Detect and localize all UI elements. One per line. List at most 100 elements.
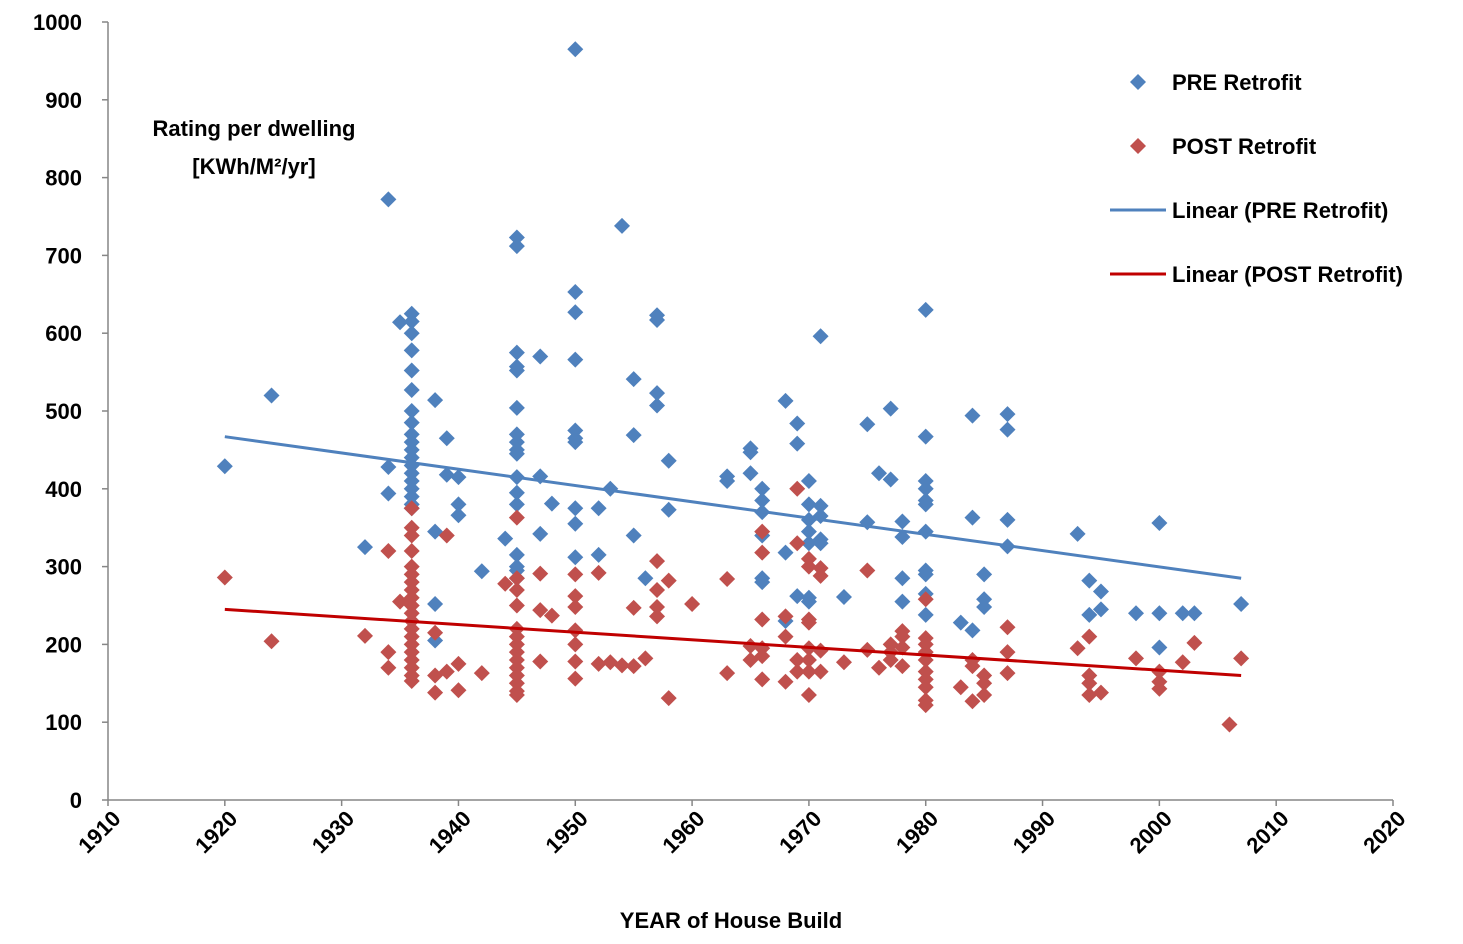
point [1081, 628, 1098, 645]
point [894, 570, 911, 587]
point [1081, 675, 1098, 692]
x-tick-label: 1940 [424, 806, 476, 858]
point [742, 465, 759, 482]
point [403, 414, 420, 431]
point [660, 572, 677, 589]
point [649, 385, 666, 402]
point [602, 654, 619, 671]
point [754, 574, 771, 591]
point [754, 523, 771, 540]
point [614, 217, 630, 234]
point [508, 570, 525, 587]
point [380, 191, 397, 208]
point [649, 599, 666, 616]
point [1221, 716, 1238, 733]
point [567, 588, 584, 605]
point [742, 444, 759, 461]
point [1151, 639, 1168, 656]
x-tick-label: 2020 [1358, 806, 1410, 858]
point [438, 663, 455, 680]
point [602, 480, 619, 497]
point [263, 387, 280, 404]
point [859, 416, 876, 433]
y-tick-label: 200 [45, 632, 82, 657]
point [894, 593, 911, 610]
point [473, 563, 490, 580]
point [917, 480, 934, 497]
point [614, 657, 630, 674]
x-tick-label: 1980 [891, 806, 943, 858]
point [917, 679, 934, 696]
point [567, 549, 584, 566]
point [532, 565, 549, 582]
point [567, 500, 584, 517]
point [438, 466, 455, 483]
point [812, 535, 829, 552]
point [917, 428, 934, 445]
point [567, 622, 584, 639]
point [1081, 572, 1098, 589]
point [649, 581, 666, 598]
point [917, 566, 934, 583]
y-tick-label: 500 [45, 399, 82, 424]
point [976, 566, 993, 583]
point [812, 642, 829, 659]
point [532, 525, 549, 542]
point [263, 633, 280, 650]
point [1069, 640, 1086, 657]
point [637, 650, 654, 667]
point [497, 575, 514, 592]
point [917, 697, 934, 714]
point [216, 458, 233, 475]
point [380, 485, 397, 502]
legend-marker [1130, 74, 1146, 90]
point [1151, 605, 1168, 622]
point [964, 407, 981, 424]
point [1128, 650, 1144, 667]
point [1092, 583, 1109, 600]
point [742, 637, 759, 654]
point [754, 544, 771, 561]
point [719, 571, 736, 588]
point [800, 496, 817, 513]
x-tick-label: 1910 [73, 806, 125, 858]
point [380, 459, 397, 476]
point [812, 663, 829, 680]
point [508, 229, 525, 246]
point [567, 599, 584, 616]
point [1092, 684, 1109, 701]
point [637, 570, 654, 587]
point [800, 523, 817, 540]
point [999, 421, 1016, 438]
point [438, 430, 455, 447]
x-tick-label: 1950 [541, 806, 593, 858]
point [871, 465, 887, 482]
point [427, 595, 444, 612]
y-axis-title: [KWh/M²/yr] [192, 154, 315, 179]
x-tick-label: 1920 [190, 806, 242, 858]
point [917, 496, 934, 513]
legend-label: PRE Retrofit [1172, 70, 1302, 95]
point [450, 507, 467, 524]
point [567, 434, 584, 451]
point [660, 690, 677, 707]
point [508, 581, 525, 598]
point [976, 675, 993, 692]
point [754, 611, 771, 628]
point [508, 509, 525, 526]
point [649, 311, 666, 328]
point [894, 639, 911, 656]
point [800, 473, 817, 490]
point [567, 566, 584, 583]
point [754, 492, 771, 509]
y-tick-label: 800 [45, 166, 82, 191]
point [800, 651, 817, 668]
point [800, 593, 817, 610]
point [882, 471, 899, 488]
legend-label: Linear (PRE Retrofit) [1172, 198, 1388, 223]
point [567, 653, 584, 670]
point [754, 480, 771, 497]
point [567, 304, 584, 321]
point [882, 400, 899, 417]
point [438, 527, 455, 544]
